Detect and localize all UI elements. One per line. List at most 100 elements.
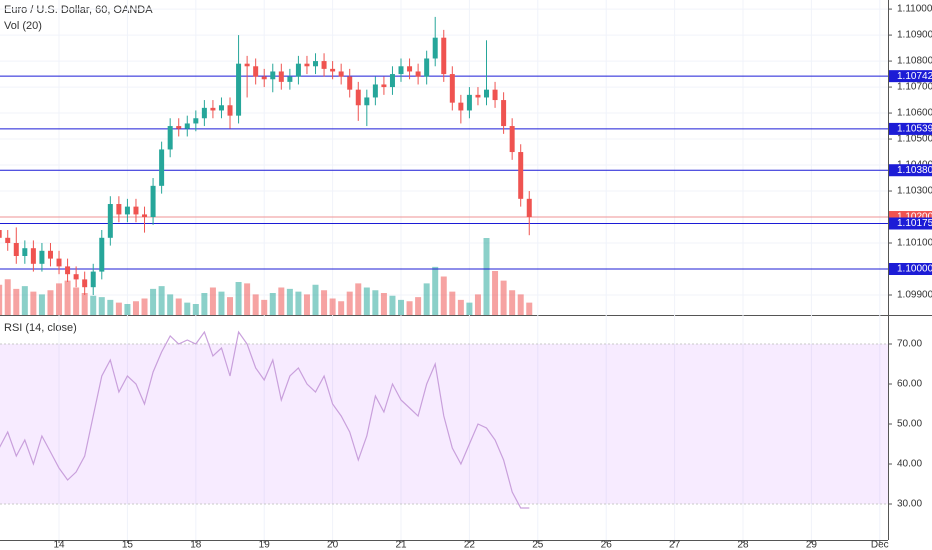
candle-body	[65, 266, 71, 275]
rsi-tick-label: 50.00	[897, 419, 922, 430]
candle-body	[372, 84, 378, 98]
candle-body	[518, 152, 524, 199]
y-tick-label: 1.10500	[897, 134, 932, 145]
volume-bar	[500, 280, 507, 315]
volume-bar	[321, 290, 328, 315]
volume-bar	[380, 293, 387, 315]
candle-body	[0, 230, 2, 238]
volume-bar	[474, 294, 481, 315]
x-tick-label: 28	[737, 540, 749, 550]
volume-bar	[98, 297, 105, 315]
candle-body	[475, 94, 481, 98]
candle-body	[142, 214, 148, 218]
candle-body	[381, 84, 387, 88]
volume-bar	[141, 298, 148, 315]
volume-bar	[227, 297, 234, 315]
candle-body	[218, 105, 224, 111]
volume-bar	[312, 284, 319, 315]
level-label-bg	[889, 217, 932, 230]
candle-body	[193, 118, 199, 124]
candle-body	[389, 74, 395, 88]
y-tick-label: 1.11000	[897, 4, 932, 15]
volume-bar	[184, 302, 191, 315]
volume-bar	[252, 294, 259, 315]
volume-bar	[218, 291, 225, 315]
level-label-bg	[889, 164, 932, 177]
volume-bar	[30, 291, 37, 315]
x-tick-label: Dec	[871, 540, 889, 550]
candle-body	[278, 71, 284, 82]
volume-bar	[466, 302, 473, 315]
level-label: 1.10175	[897, 218, 932, 229]
candle-body	[432, 37, 438, 59]
volume-bar	[13, 288, 20, 315]
volume-bar	[0, 284, 3, 315]
candle-body	[321, 61, 327, 69]
candle-body	[201, 107, 207, 119]
candle-body	[407, 66, 413, 72]
volume-bar	[209, 287, 216, 315]
candle-body	[492, 89, 498, 101]
candle-body	[295, 63, 301, 77]
volume-bar	[406, 301, 413, 315]
rsi-tick-label: 30.00	[897, 499, 922, 510]
x-tick-label: 19	[259, 540, 271, 550]
volume-bar	[90, 295, 97, 315]
candle-body	[441, 37, 447, 75]
chart-title: Euro / U.S. Dollar, 60, OANDA	[4, 4, 153, 16]
candle-body	[159, 149, 165, 186]
volume-bar	[517, 294, 524, 315]
candle-body	[244, 63, 250, 67]
volume-bar	[47, 290, 54, 315]
volume-bar	[457, 299, 464, 315]
candle-body	[253, 66, 259, 77]
level-label: 1.10000	[897, 264, 932, 275]
x-tick-label: 26	[601, 540, 613, 550]
volume-bar	[372, 290, 379, 315]
y-tick-label: 1.09900	[897, 290, 932, 301]
y-tick-label: 1.10100	[897, 238, 932, 249]
candle-body	[39, 250, 45, 264]
level-label-bg	[889, 262, 932, 275]
candle-body	[484, 89, 490, 98]
candle-body	[364, 97, 370, 106]
candle-body	[5, 237, 11, 244]
volume-bar	[278, 287, 285, 315]
volume-bar	[449, 291, 456, 315]
volume-bar	[192, 304, 199, 315]
candle-body	[415, 71, 421, 77]
volume-bar	[115, 302, 122, 315]
x-tick-label: 18	[190, 540, 202, 550]
level-label-bg	[889, 70, 932, 83]
candle-body	[99, 237, 105, 272]
candle-body	[458, 102, 464, 111]
x-tick-label: 14	[53, 540, 65, 550]
volume-bar	[21, 286, 28, 315]
volume-bar	[235, 282, 242, 315]
volume-bar	[363, 287, 370, 315]
level-label: 1.10380	[897, 165, 932, 176]
candle-body	[184, 123, 190, 129]
candle-body	[424, 58, 430, 77]
last-price-label: 1.10200	[897, 212, 932, 223]
candle-body	[176, 126, 182, 129]
volume-bar	[201, 293, 208, 315]
candle-body	[167, 126, 173, 150]
candle-body	[236, 63, 242, 116]
volume-bar	[423, 283, 430, 315]
x-tick-label: 20	[327, 540, 339, 550]
candle-body	[90, 271, 96, 288]
volume-bar	[261, 299, 268, 315]
volume-bar	[64, 280, 71, 315]
volume-bar	[150, 288, 157, 315]
volume-bar	[269, 293, 276, 315]
volume-bar	[415, 297, 422, 315]
volume-label: Vol (20)	[4, 20, 42, 32]
volume-bar	[124, 304, 131, 315]
candle-body	[210, 107, 216, 111]
level-label: 1.10742	[897, 71, 932, 82]
volume-bar	[132, 301, 139, 315]
level-label-bg	[889, 122, 932, 135]
candle-body	[526, 198, 532, 218]
